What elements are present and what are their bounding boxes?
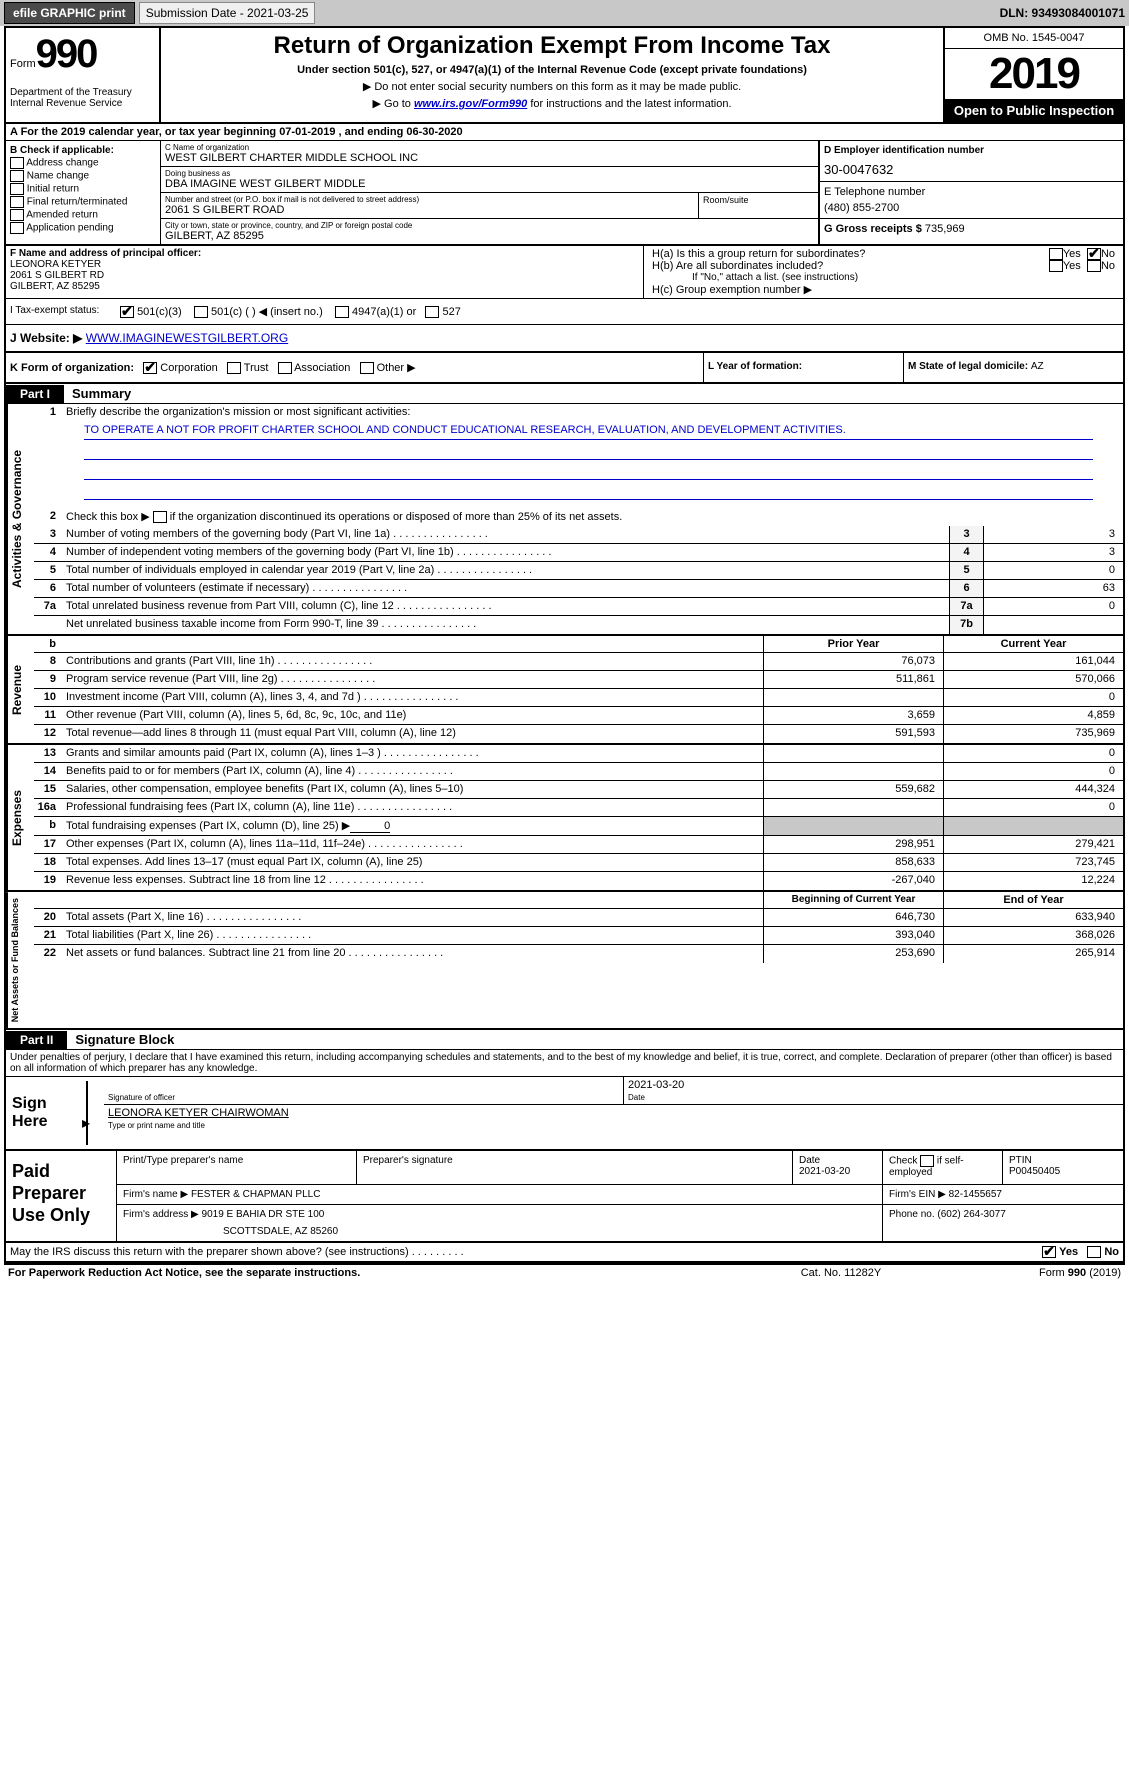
website-link[interactable]: WWW.IMAGINEWESTGILBERT.ORG bbox=[86, 331, 288, 345]
box-c-city: City or town, state or province, country… bbox=[161, 219, 818, 244]
checkbox-hb-yes[interactable] bbox=[1049, 260, 1063, 272]
open-to-public: Open to Public Inspection bbox=[945, 99, 1123, 122]
goto-note: ▶ Go to www.irs.gov/Form990 for instruct… bbox=[171, 97, 933, 110]
topbar: efile GRAPHIC print Submission Date - 20… bbox=[0, 0, 1129, 26]
checkbox-corp[interactable] bbox=[143, 362, 157, 374]
box-e-phone: E Telephone number (480) 855-2700 bbox=[820, 182, 1123, 219]
revenue-header-row: b Prior Year Current Year bbox=[34, 636, 1123, 653]
side-governance: Activities & Governance bbox=[6, 404, 34, 634]
box-c-name: C Name of organization WEST GILBERT CHAR… bbox=[161, 141, 818, 167]
side-expenses: Expenses bbox=[6, 745, 34, 890]
checkbox-assoc[interactable] bbox=[278, 362, 292, 374]
row-k-form-org: K Form of organization: Corporation Trus… bbox=[6, 353, 1123, 384]
checkbox-final-return[interactable] bbox=[10, 196, 24, 208]
checkbox-name-change[interactable] bbox=[10, 170, 24, 182]
box-f-officer: F Name and address of principal officer:… bbox=[6, 246, 643, 298]
box-c-dba: Doing business as DBA IMAGINE WEST GILBE… bbox=[161, 167, 818, 193]
line-2: Check this box ▶ if the organization dis… bbox=[62, 508, 1123, 526]
dln: DLN: 93493084001071 bbox=[1000, 6, 1125, 20]
line-14: Benefits paid to or for members (Part IX… bbox=[62, 763, 763, 780]
row-j-website: J Website: ▶ WWW.IMAGINEWESTGILBERT.ORG bbox=[6, 325, 1123, 353]
mission-text: TO OPERATE A NOT FOR PROFIT CHARTER SCHO… bbox=[34, 422, 1123, 508]
line-12: Total revenue—add lines 8 through 11 (mu… bbox=[62, 725, 763, 743]
checkbox-ha-yes[interactable] bbox=[1049, 248, 1063, 260]
line-1: Briefly describe the organization's miss… bbox=[62, 404, 1123, 422]
checkbox-discuss-yes[interactable] bbox=[1042, 1246, 1056, 1258]
sign-here-block: Sign Here Signature of officer 2021-03-2… bbox=[6, 1077, 1123, 1151]
form-container: Form 990 Department of the Treasury Inte… bbox=[4, 26, 1125, 1265]
side-revenue: Revenue bbox=[6, 636, 34, 743]
line-10: Investment income (Part VIII, column (A)… bbox=[62, 689, 763, 706]
line-16b: Total fundraising expenses (Part IX, col… bbox=[62, 817, 763, 835]
paid-preparer-block: Paid Preparer Use Only Print/Type prepar… bbox=[6, 1151, 1123, 1243]
perjury-statement: Under penalties of perjury, I declare th… bbox=[6, 1050, 1123, 1077]
line-8: Contributions and grants (Part VIII, lin… bbox=[62, 653, 763, 670]
ssn-note: ▶ Do not enter social security numbers o… bbox=[171, 80, 933, 93]
line-22: Net assets or fund balances. Subtract li… bbox=[62, 945, 763, 963]
line-20: Total assets (Part X, line 16) bbox=[62, 909, 763, 926]
form-990-logo: Form 990 bbox=[10, 32, 155, 77]
checkbox-amended[interactable] bbox=[10, 209, 24, 221]
row-i-tax-exempt: I Tax-exempt status: 501(c)(3) 501(c) ( … bbox=[6, 299, 1123, 325]
line-13: Grants and similar amounts paid (Part IX… bbox=[62, 745, 763, 762]
checkbox-527[interactable] bbox=[425, 306, 439, 318]
box-h-group: H(a) Is this a group return for subordin… bbox=[643, 246, 1123, 298]
submission-date: Submission Date - 2021-03-25 bbox=[139, 2, 316, 24]
checkbox-self-employed[interactable] bbox=[920, 1155, 934, 1167]
line-11: Other revenue (Part VIII, column (A), li… bbox=[62, 707, 763, 724]
checkbox-address-change[interactable] bbox=[10, 157, 24, 169]
netassets-header-row: Beginning of Current Year End of Year bbox=[34, 892, 1123, 909]
line-18: Total expenses. Add lines 13–17 (must eq… bbox=[62, 854, 763, 871]
checkbox-app-pending[interactable] bbox=[10, 222, 24, 234]
part2-header: Part IISignature Block bbox=[6, 1030, 1123, 1050]
checkbox-ha-no[interactable] bbox=[1087, 248, 1101, 260]
side-netassets: Net Assets or Fund Balances bbox=[6, 892, 34, 1028]
sign-arrow-icon bbox=[86, 1077, 104, 1149]
section-b-checkboxes: B Check if applicable: Address change Na… bbox=[6, 141, 161, 244]
footer-discuss: May the IRS discuss this return with the… bbox=[6, 1243, 1123, 1263]
checkbox-other[interactable] bbox=[360, 362, 374, 374]
line-19: Revenue less expenses. Subtract line 18 … bbox=[62, 872, 763, 890]
line-15: Salaries, other compensation, employee b… bbox=[62, 781, 763, 798]
line-17: Other expenses (Part IX, column (A), lin… bbox=[62, 836, 763, 853]
line-9: Program service revenue (Part VIII, line… bbox=[62, 671, 763, 688]
checkbox-discontinued[interactable] bbox=[153, 511, 167, 523]
line-7b: Net unrelated business taxable income fr… bbox=[62, 616, 949, 634]
line-16a: Professional fundraising fees (Part IX, … bbox=[62, 799, 763, 816]
checkbox-initial-return[interactable] bbox=[10, 183, 24, 195]
checkbox-4947[interactable] bbox=[335, 306, 349, 318]
line-5: Total number of individuals employed in … bbox=[62, 562, 949, 579]
part1-header: Part ISummary bbox=[6, 384, 1123, 404]
footer-paperwork: For Paperwork Reduction Act Notice, see … bbox=[4, 1265, 1125, 1281]
checkbox-trust[interactable] bbox=[227, 362, 241, 374]
checkbox-discuss-no[interactable] bbox=[1087, 1246, 1101, 1258]
line-21: Total liabilities (Part X, line 26) bbox=[62, 927, 763, 944]
form-subtitle: Under section 501(c), 527, or 4947(a)(1)… bbox=[171, 64, 933, 76]
efile-print-button[interactable]: efile GRAPHIC print bbox=[4, 2, 135, 24]
omb-number: OMB No. 1545-0047 bbox=[945, 28, 1123, 49]
row-a-fiscal-year: A For the 2019 calendar year, or tax yea… bbox=[6, 124, 1123, 141]
line-4: Number of independent voting members of … bbox=[62, 544, 949, 561]
checkbox-hb-no[interactable] bbox=[1087, 260, 1101, 272]
checkbox-501c3[interactable] bbox=[120, 306, 134, 318]
form-title: Return of Organization Exempt From Incom… bbox=[171, 32, 933, 60]
box-c-address: Number and street (or P.O. box if mail i… bbox=[161, 193, 818, 219]
line-7a: Total unrelated business revenue from Pa… bbox=[62, 598, 949, 615]
tax-year: 2019 bbox=[945, 49, 1123, 99]
line-3: Number of voting members of the governin… bbox=[62, 526, 949, 543]
dept-treasury: Department of the Treasury Internal Reve… bbox=[10, 87, 155, 109]
form-header: Form 990 Department of the Treasury Inte… bbox=[6, 28, 1123, 124]
checkbox-501c[interactable] bbox=[194, 306, 208, 318]
line-6: Total number of volunteers (estimate if … bbox=[62, 580, 949, 597]
irs-link[interactable]: www.irs.gov/Form990 bbox=[414, 98, 527, 110]
box-g-gross: G Gross receipts $ 735,969 bbox=[820, 219, 1123, 239]
box-d-ein: D Employer identification number 30-0047… bbox=[820, 141, 1123, 182]
